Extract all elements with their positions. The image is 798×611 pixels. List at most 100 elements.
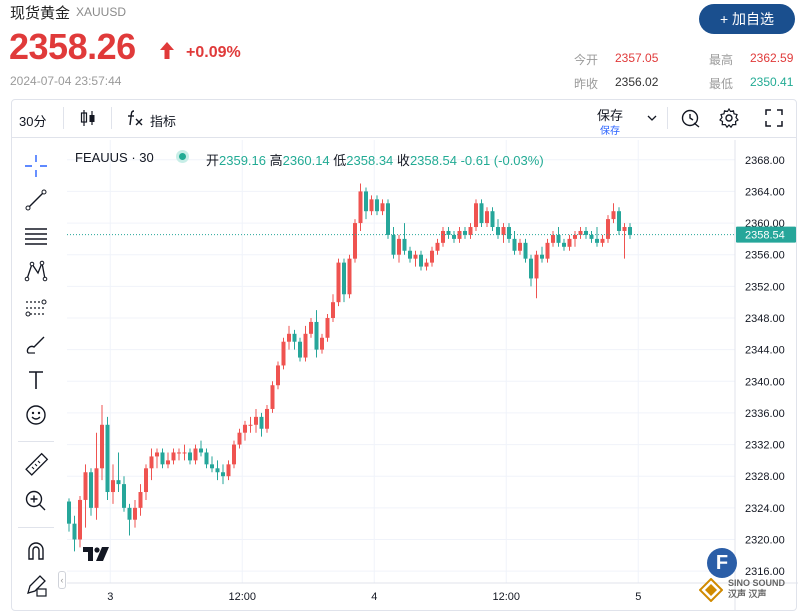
candle-body <box>83 472 88 500</box>
trend-line-icon[interactable] <box>22 186 50 214</box>
alert-clock-icon[interactable] <box>680 107 702 129</box>
candle-body <box>89 472 93 508</box>
candle-body <box>243 424 247 433</box>
pattern-icon[interactable] <box>22 257 50 285</box>
candle-body <box>490 211 495 228</box>
ohlc-legend: FEAUUS · 30 <box>75 150 154 165</box>
watermark-logo-icon <box>699 578 723 602</box>
candle-body <box>386 203 390 235</box>
candle-body <box>567 238 572 247</box>
candle-body <box>144 468 148 493</box>
emoji-icon[interactable] <box>22 401 50 429</box>
candle-body <box>441 230 445 243</box>
candle-body <box>188 452 192 461</box>
candle-body <box>336 262 341 303</box>
time-tick-label: 12:00 <box>228 591 256 603</box>
candle-body <box>628 227 632 235</box>
candlestick-icon[interactable] <box>78 108 98 128</box>
candle-body <box>512 238 517 251</box>
current-price: 2358.26 <box>9 26 136 67</box>
candles <box>67 183 632 552</box>
toolbar-divider <box>12 137 796 138</box>
candle-body <box>507 227 511 239</box>
fullscreen-icon[interactable] <box>764 108 784 128</box>
change-percent: +0.09% <box>186 44 241 61</box>
candle-body <box>584 230 588 235</box>
collapse-toolbar-handle[interactable]: ‹ <box>58 571 66 589</box>
candle-body <box>353 223 357 259</box>
price-tick-label: 2320.00 <box>745 534 785 546</box>
legend-low-label: 低 <box>333 153 347 168</box>
watermark-badge: F <box>707 548 737 578</box>
gear-icon[interactable] <box>718 107 740 129</box>
price-tick-label: 2348.00 <box>745 313 785 325</box>
candle-body <box>78 499 82 540</box>
candle-body <box>237 432 242 445</box>
candle-body <box>122 484 126 508</box>
fx-icon[interactable] <box>125 108 145 128</box>
low-label: 最低 <box>709 77 734 91</box>
add-to-watchlist-button[interactable]: + 加自选 <box>699 4 795 34</box>
text-icon[interactable] <box>22 366 50 394</box>
brush-icon[interactable] <box>22 331 50 359</box>
fib-icon[interactable] <box>22 294 50 322</box>
candle-body <box>309 321 313 334</box>
quote-timestamp: 2024-07-04 23:57:44 <box>10 74 122 88</box>
zoom-in-icon[interactable] <box>22 487 50 515</box>
candle-body <box>254 416 258 425</box>
price-tick-label: 2364.00 <box>745 186 785 198</box>
watermark-text: SINO SOUND 汉声 汉声 <box>728 578 785 600</box>
candle-body <box>485 211 489 224</box>
ruler-icon[interactable] <box>22 451 50 479</box>
candle-body <box>391 234 396 255</box>
interval-selector[interactable]: 30分 <box>19 114 47 129</box>
candle-body <box>617 211 621 231</box>
candle-body <box>419 254 423 267</box>
low-value: 2350.41 <box>750 75 794 89</box>
magnet-icon[interactable] <box>22 537 50 565</box>
candle-body <box>281 341 286 366</box>
candle-body <box>298 341 302 358</box>
candle-body <box>364 191 368 212</box>
price-tick-label: 2328.00 <box>745 471 785 483</box>
candle-body <box>133 507 137 520</box>
time-tick-label: 5 <box>635 591 641 603</box>
candle-body <box>408 250 412 259</box>
candle-body <box>171 452 176 461</box>
market-open-indicator <box>176 150 189 163</box>
toolbar-separator <box>667 107 668 129</box>
candle-body <box>545 242 550 259</box>
candle-body <box>573 234 577 239</box>
candle-body <box>303 333 308 358</box>
candle-body <box>100 424 104 469</box>
last-price-label: 2358.54 <box>745 230 785 242</box>
candle-body <box>193 448 198 461</box>
candle-body <box>276 365 280 386</box>
last-price-badge <box>736 226 796 243</box>
lock-pencil-icon[interactable] <box>22 571 50 599</box>
candle-body <box>468 227 473 235</box>
chevron-down-icon[interactable] <box>646 112 658 124</box>
legend-high: 2360.14 <box>282 153 330 168</box>
horizontal-lines-icon[interactable] <box>22 222 50 250</box>
price-tick-label: 2368.00 <box>745 155 785 167</box>
time-axis: 3 12:00 4 12:00 5 <box>67 582 798 603</box>
candle-body <box>155 452 159 457</box>
candle-body <box>369 199 374 212</box>
candle-body <box>375 199 379 212</box>
crosshair-icon[interactable] <box>22 152 50 180</box>
save-button[interactable]: 保存 <box>597 108 624 123</box>
candle-body <box>551 234 555 243</box>
candle-body <box>611 211 616 220</box>
candle-body <box>160 452 165 465</box>
candle-body <box>479 203 484 224</box>
candle-body <box>595 238 599 243</box>
candle-body <box>182 452 187 454</box>
candle-body <box>94 468 99 508</box>
indicators-button[interactable]: 指标 <box>150 114 177 129</box>
candle-body <box>578 230 583 235</box>
legend-low: 2358.34 <box>346 153 394 168</box>
tradingview-logo[interactable] <box>82 545 110 563</box>
candle-body <box>600 238 605 243</box>
